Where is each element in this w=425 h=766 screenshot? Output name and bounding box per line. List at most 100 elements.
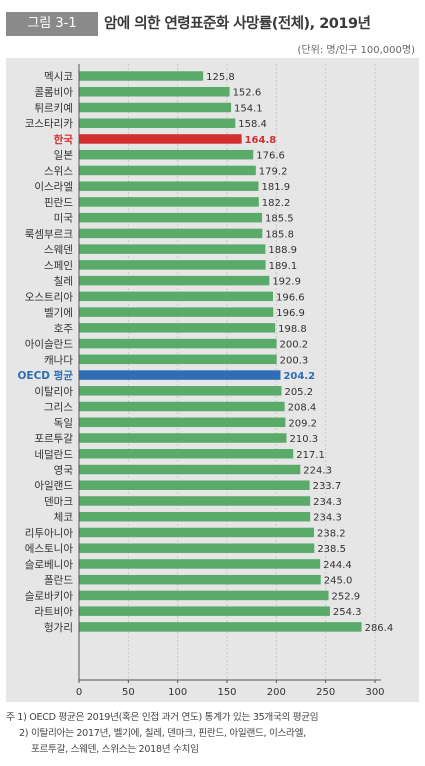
value-label-11: 188.9 [268, 245, 297, 256]
bar-34 [79, 606, 330, 616]
bar-35 [79, 622, 362, 632]
value-label-31: 244.4 [323, 560, 352, 571]
bar-17 [79, 338, 277, 349]
value-label-25: 224.3 [303, 466, 332, 477]
category-label-11: 스웨덴 [44, 244, 73, 256]
bar-18 [79, 354, 277, 365]
category-label-14: 오스트리아 [25, 291, 74, 303]
category-label-3: 코스타리카 [25, 118, 74, 130]
x-tick-label-250: 250 [316, 687, 335, 698]
value-label-23: 210.3 [289, 434, 318, 445]
x-tick-label-200: 200 [267, 687, 286, 698]
value-label-34: 254.3 [333, 607, 362, 618]
value-label-21: 208.4 [288, 403, 317, 414]
bar-9 [79, 212, 263, 223]
value-label-1: 152.6 [233, 88, 262, 99]
unit-label: (단위: 명/인구 100,000명) [297, 45, 415, 56]
category-label-20: 이탈리아 [34, 385, 73, 398]
value-label-26: 233.7 [313, 481, 342, 492]
bar-23 [79, 433, 287, 443]
category-label-5: 일본 [54, 149, 74, 162]
value-label-19: 204.2 [283, 371, 315, 382]
bar-28 [79, 511, 311, 522]
category-label-27: 덴마크 [44, 496, 73, 508]
value-label-24: 217.1 [296, 450, 325, 461]
bar-32 [79, 574, 321, 585]
figure-label-badge: 그림 3-1 [6, 12, 98, 36]
value-label-7: 181.9 [261, 182, 290, 193]
bar-4 [79, 134, 242, 144]
bar-5 [79, 149, 254, 160]
bar-14 [79, 291, 273, 302]
value-label-10: 185.8 [265, 229, 294, 240]
category-label-26: 아일랜드 [34, 479, 73, 492]
footnote-1: 주 1) OECD 평균은 2019년(혹은 인접 과거 연도) 통계가 있는 … [6, 712, 319, 723]
bar-7 [79, 181, 259, 191]
category-label-22: 독일 [54, 416, 73, 429]
x-tick-label-150: 150 [217, 687, 236, 698]
category-label-2: 튀르키예 [34, 101, 73, 114]
x-tick-label-50: 50 [122, 687, 135, 698]
bar-27 [79, 496, 311, 506]
value-label-29: 238.2 [317, 528, 346, 539]
category-label-6: 스위스 [44, 164, 73, 177]
category-label-33: 슬로바키아 [25, 590, 74, 602]
bar-26 [79, 480, 310, 490]
value-label-22: 209.2 [288, 418, 317, 429]
bar-10 [79, 228, 263, 239]
bar-29 [79, 527, 315, 538]
footnote-2: 2) 이탈리아는 2017년, 벨기에, 칠레, 덴마크, 핀란드, 아일랜드,… [19, 728, 306, 739]
category-label-9: 미국 [54, 213, 74, 225]
value-label-13: 192.9 [272, 277, 301, 288]
value-label-32: 245.0 [324, 576, 353, 587]
footnote-3: 포르투갈, 스웨덴, 스위스는 2018년 수치임 [31, 744, 199, 755]
bar-16 [79, 323, 276, 333]
bar-25 [79, 464, 301, 475]
bar-chart: 멕시코 125.8 콜롬비아 152.6 튀르키예 154.1 코스타리카 158.4 한국 16… [18, 64, 394, 698]
value-label-33: 252.9 [332, 591, 361, 602]
bar-15 [79, 307, 274, 317]
value-label-20: 205.2 [284, 387, 313, 398]
value-label-30: 238.5 [317, 544, 346, 555]
category-label-25: 영국 [54, 465, 74, 477]
value-label-35: 286.4 [365, 623, 394, 634]
category-label-19: OECD 평균 [18, 369, 74, 382]
bar-19 [79, 370, 281, 380]
category-label-16: 호주 [54, 323, 74, 335]
category-label-28: 체코 [54, 512, 74, 524]
x-tick-label-300: 300 [365, 687, 384, 698]
bar-0 [79, 71, 204, 81]
category-label-35: 헝가리 [44, 622, 73, 634]
value-label-0: 125.8 [206, 72, 235, 83]
value-label-16: 198.8 [278, 324, 307, 335]
value-label-3: 158.4 [238, 119, 267, 130]
bar-21 [79, 401, 285, 412]
bar-13 [79, 275, 270, 286]
value-label-17: 200.2 [280, 340, 309, 351]
value-label-9: 185.5 [265, 214, 294, 225]
bar-1 [79, 86, 230, 97]
category-label-34: 라트비아 [34, 606, 73, 618]
category-label-12: 스페인 [44, 260, 73, 272]
category-label-30: 에스토니아 [25, 543, 74, 555]
bar-11 [79, 244, 266, 254]
value-label-12: 189.1 [269, 261, 298, 272]
value-label-15: 196.9 [276, 308, 305, 319]
category-label-21: 그리스 [44, 402, 73, 414]
category-label-0: 멕시코 [44, 71, 73, 83]
bar-3 [79, 118, 236, 128]
category-label-15: 벨기에 [44, 307, 73, 319]
bar-20 [79, 386, 282, 396]
x-tick-label-100: 100 [168, 687, 187, 698]
category-label-8: 핀란드 [44, 197, 73, 209]
category-label-31: 슬로베니아 [25, 559, 74, 571]
value-label-18: 200.3 [280, 355, 309, 366]
category-label-13: 칠레 [54, 276, 73, 288]
value-label-8: 182.2 [262, 198, 291, 209]
bar-24 [79, 449, 294, 459]
value-label-2: 154.1 [234, 103, 263, 114]
chart-title: 암에 의한 연령표준화 사망률(전체), 2019년 [104, 16, 371, 32]
bar-2 [79, 102, 232, 113]
value-label-28: 234.3 [313, 513, 342, 524]
bar-6 [79, 165, 256, 176]
